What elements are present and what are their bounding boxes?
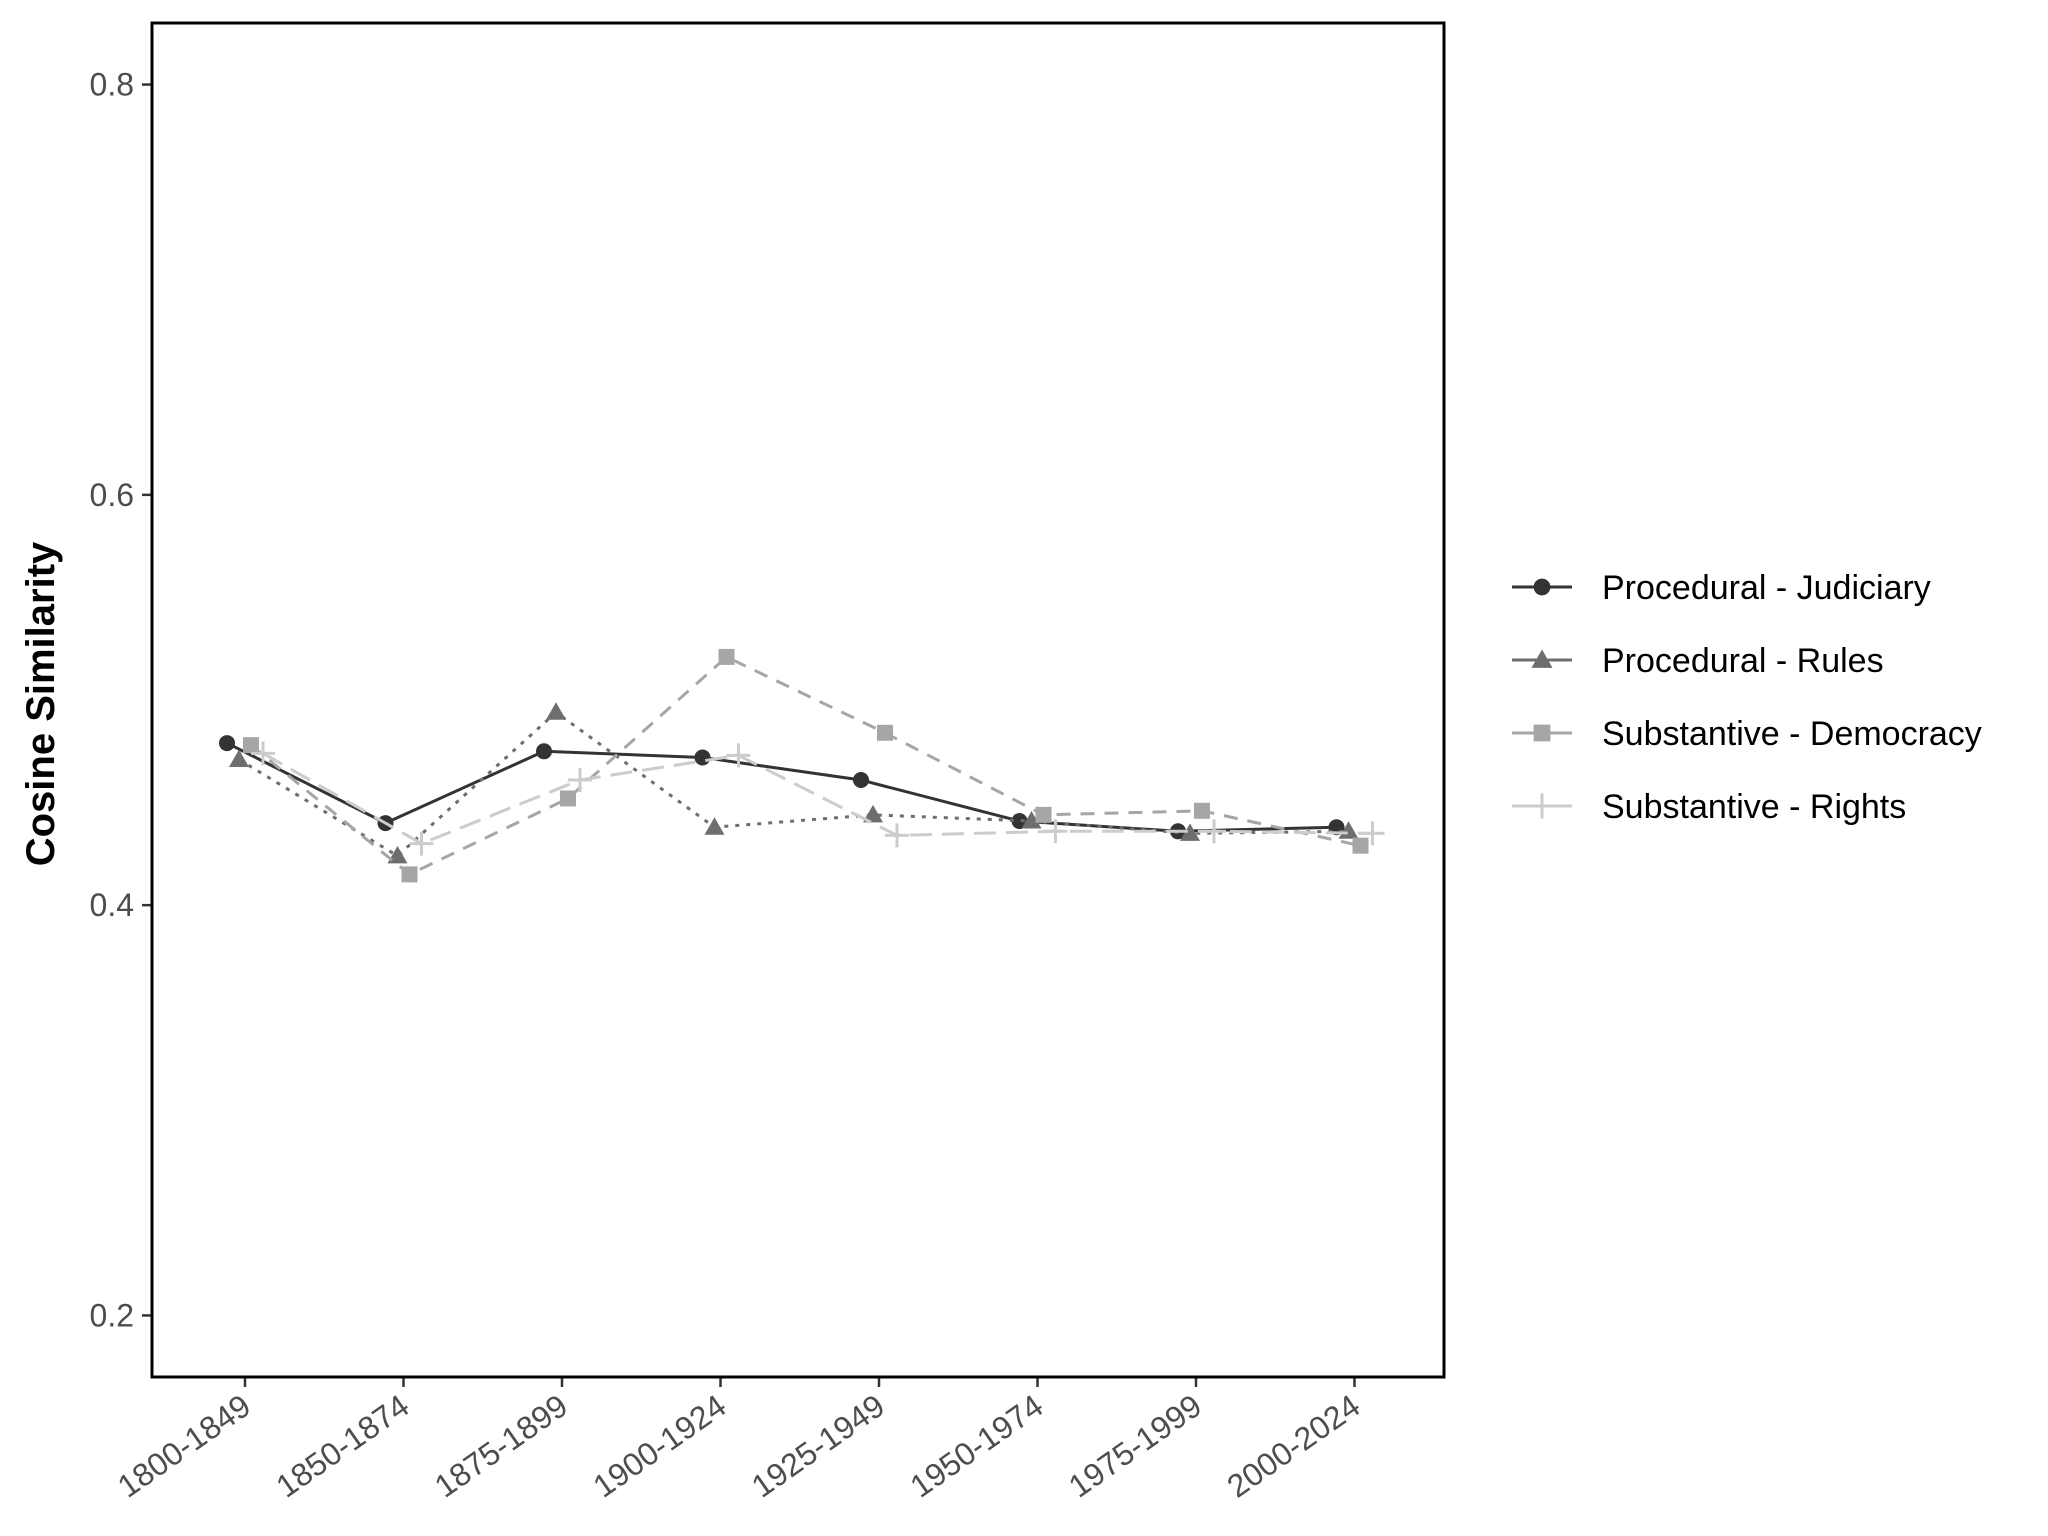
data-point [1352, 837, 1369, 854]
legend-item: Substantive - Democracy [1512, 715, 1982, 753]
x-axis: 1800-1849 1850-1874 1875-1899 1900-1924 1925… [111, 1377, 1367, 1505]
legend-item: Substantive - Rights [1512, 788, 1906, 826]
data-point [1035, 806, 1052, 823]
y-tick-label: 0.2 [90, 1297, 134, 1333]
x-tick-label: 1900-1924 [587, 1387, 733, 1504]
legend-item: Procedural - Judiciary [1512, 569, 1931, 607]
legend-item: Procedural - Rules [1512, 642, 1884, 680]
y-tick-label: 0.6 [90, 477, 134, 513]
data-point [726, 743, 751, 768]
data-point [853, 772, 869, 789]
data-point [251, 741, 275, 766]
legend-label: Substantive - Rights [1602, 788, 1906, 826]
data-point [1021, 811, 1042, 829]
legend-label: Procedural - Rules [1602, 642, 1884, 680]
series-line [262, 752, 1373, 846]
legend-label: Procedural - Judiciary [1602, 569, 1931, 607]
data-point [409, 831, 434, 856]
data-point [877, 724, 893, 741]
y-axis-title: Cosine Similarity [19, 541, 63, 866]
data-point [546, 702, 566, 720]
data-point [1194, 802, 1210, 819]
data-point [560, 790, 576, 807]
data-point [704, 817, 725, 835]
y-tick-label: 0.4 [90, 887, 134, 923]
x-tick-label: 1950-1974 [904, 1387, 1050, 1504]
legend: Procedural - Judiciary Procedural - Rules… [1512, 569, 1982, 826]
x-tick-label: 1850-1874 [270, 1387, 416, 1504]
data-point [536, 743, 552, 760]
x-tick-label: 2000-2024 [1221, 1387, 1367, 1504]
data-point [718, 648, 735, 665]
legend-key-marker [1529, 793, 1555, 819]
legend-key-marker [1533, 578, 1551, 596]
data-point [243, 737, 259, 754]
series-line [250, 655, 1361, 877]
x-tick-label: 1925-1949 [745, 1387, 891, 1504]
x-tick-label: 1875-1899 [428, 1387, 574, 1504]
plot-frame [150, 21, 1446, 1379]
y-tick-label: 0.8 [90, 67, 134, 103]
x-tick-label: 1800-1849 [111, 1387, 257, 1504]
data-point [1360, 821, 1385, 846]
data-point [219, 735, 235, 752]
data-point [863, 804, 883, 823]
series-line [238, 710, 1349, 858]
y-axis: 0.2 0.4 0.6 0.8 [90, 67, 152, 1333]
data-point [229, 749, 249, 767]
data-point [1043, 819, 1068, 844]
data-point [694, 749, 711, 766]
data-point [1180, 823, 1200, 841]
data-point [885, 823, 909, 848]
data-point [1202, 819, 1226, 844]
plot-marks [219, 648, 1385, 883]
series-line [226, 741, 1337, 833]
data-point [568, 768, 592, 793]
data-point [401, 866, 418, 883]
x-tick-label: 1975-1999 [1062, 1387, 1208, 1504]
legend-key-marker [1531, 649, 1553, 668]
legend-key-marker [1533, 724, 1551, 742]
legend-label: Substantive - Democracy [1602, 715, 1982, 753]
